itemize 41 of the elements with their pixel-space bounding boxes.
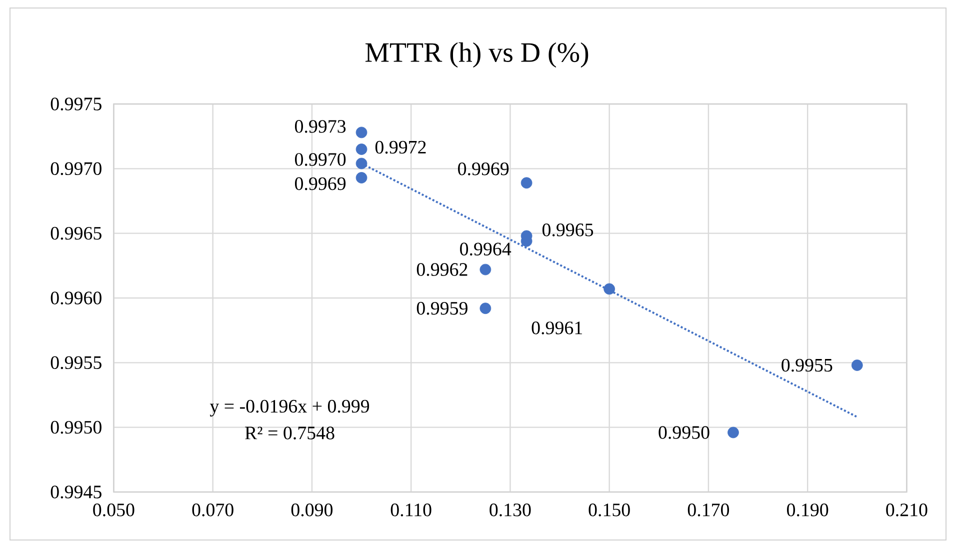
- data-label: 0.9969: [294, 177, 346, 190]
- data-label: 0.9962: [416, 263, 468, 276]
- point: [356, 158, 368, 170]
- data-label: 0.9970: [294, 153, 346, 166]
- x-tick-label: 0.150: [588, 504, 630, 516]
- x-tick-label: 0.210: [886, 504, 928, 516]
- y-tick-label: 0.9960: [50, 292, 102, 304]
- data-label: 0.9964: [460, 242, 512, 256]
- point: [480, 302, 492, 314]
- point: [356, 172, 368, 184]
- chart-title: MTTR (h) vs D (%): [365, 42, 588, 68]
- x-tick-label: 0.050: [93, 504, 134, 516]
- x-tick-label: 0.090: [291, 504, 333, 516]
- y-tick-label: 0.9965: [50, 226, 102, 240]
- point: [480, 264, 492, 276]
- point: [728, 426, 739, 438]
- data-label: 0.9961: [532, 322, 582, 334]
- x-tick-label: 0.170: [688, 504, 730, 516]
- data-label: 0.9955: [782, 358, 832, 372]
- x-tick-label: 0.130: [490, 504, 531, 516]
- y-tick-label: 0.9975: [50, 98, 102, 110]
- point: [356, 126, 368, 138]
- x-tick-label: 0.190: [787, 504, 828, 516]
- x-tick-label: 0.070: [192, 504, 234, 516]
- data-label: 0.9959: [416, 302, 468, 315]
- data-label: 0.9969: [458, 162, 509, 176]
- x-tick-label: 0.110: [390, 504, 432, 516]
- data-label: 0.9950: [658, 426, 710, 439]
- data-label: 0.9965: [542, 224, 594, 236]
- annotation: R² = 0.7548: [245, 426, 334, 440]
- data-label: 0.9972: [375, 140, 426, 154]
- point: [851, 360, 863, 371]
- annotation: y = -0.0196x + 0.999: [210, 400, 370, 417]
- y-tick-label: 0.9945: [50, 486, 102, 498]
- y-tick-label: 0.9970: [50, 162, 102, 176]
- point: [520, 177, 532, 189]
- data-label: 0.9973: [294, 120, 346, 133]
- y-tick-label: 0.9955: [50, 356, 102, 370]
- point: [356, 144, 368, 155]
- y-tick-label: 0.9950: [50, 420, 102, 434]
- point: [604, 283, 616, 295]
